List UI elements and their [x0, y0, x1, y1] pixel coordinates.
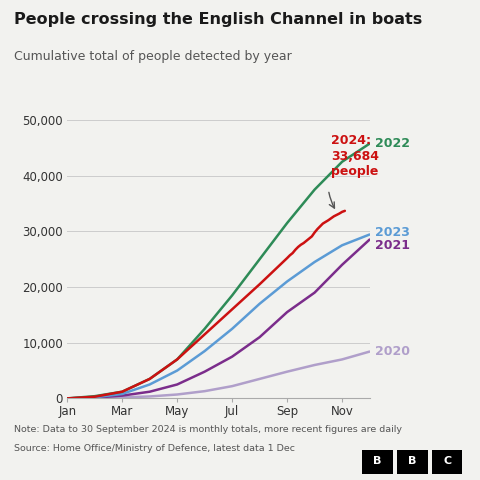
Bar	[362, 450, 393, 474]
Text: Cumulative total of people detected by year: Cumulative total of people detected by y…	[14, 50, 292, 63]
Text: Source: Home Office/Ministry of Defence, latest data 1 Dec: Source: Home Office/Ministry of Defence,…	[14, 444, 295, 453]
Text: 2023: 2023	[375, 226, 410, 239]
Text: 2021: 2021	[375, 239, 410, 252]
Bar	[397, 450, 428, 474]
Text: B: B	[408, 456, 417, 467]
Text: People crossing the English Channel in boats: People crossing the English Channel in b…	[14, 12, 423, 27]
Text: 2022: 2022	[375, 137, 410, 150]
Text: Note: Data to 30 September 2024 is monthly totals, more recent figures are daily: Note: Data to 30 September 2024 is month…	[14, 425, 402, 434]
Text: 2024:
33,684
people: 2024: 33,684 people	[331, 134, 379, 179]
Text: 2020: 2020	[375, 345, 410, 358]
Text: B: B	[373, 456, 382, 467]
Bar	[432, 450, 462, 474]
Text: C: C	[443, 456, 451, 467]
